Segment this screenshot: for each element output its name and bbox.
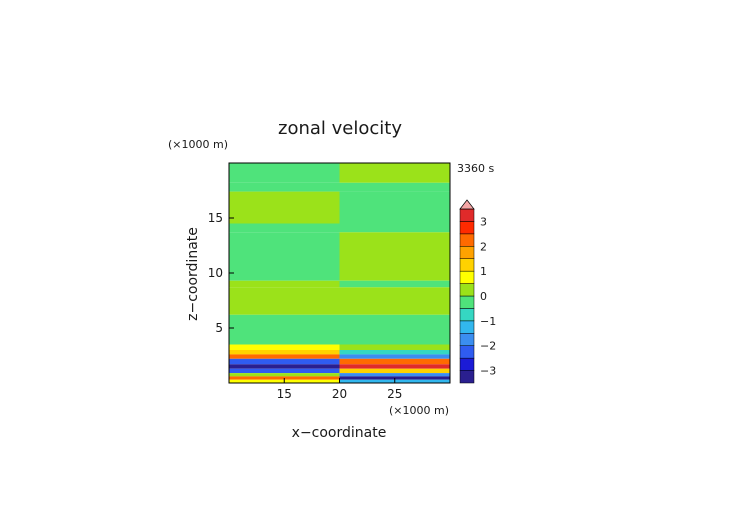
colorbar-tick-label: −1	[480, 315, 496, 328]
contour-band-left	[229, 354, 340, 359]
contour-band-right	[339, 182, 450, 192]
contour-band-right	[339, 358, 450, 365]
colorbar-tick-label: 1	[480, 265, 487, 278]
contour-band-right	[339, 350, 450, 355]
colorbar-segment	[459, 270, 475, 284]
colorbar-segment	[459, 246, 475, 259]
colorbar-tick-label: −3	[480, 365, 496, 378]
contour-band-right	[339, 364, 450, 369]
contour-band-left	[229, 373, 340, 377]
colorbar-segment	[459, 258, 475, 272]
plot-area	[229, 163, 450, 383]
colorbar-segment	[459, 295, 475, 309]
contour-band-left	[229, 344, 340, 350]
contour-band-left	[229, 314, 340, 345]
contour-band-left	[229, 364, 340, 369]
x-tick-label: 15	[277, 387, 292, 401]
colorbar-segment	[459, 221, 475, 235]
contour-band-left	[229, 287, 340, 315]
contour-band-left	[229, 223, 340, 233]
colorbar-segment	[459, 345, 475, 359]
time-label: 3360 s	[457, 162, 494, 175]
y-unit-label: (×1000 m)	[168, 138, 228, 151]
y-axis-ticks: 5 10 15	[208, 211, 234, 335]
contour-band-left	[229, 368, 340, 374]
colorbar-segment	[459, 308, 475, 322]
y-tick-label: 10	[208, 266, 223, 280]
contour-band-left	[229, 280, 340, 288]
y-tick-label: 5	[215, 321, 223, 335]
chart-title: zonal velocity	[278, 118, 402, 139]
plot-frame	[228, 162, 451, 384]
contour-band-left	[229, 191, 340, 224]
contour-band-left	[229, 182, 340, 192]
contour-band-right	[339, 354, 450, 359]
colorbar-segment	[459, 320, 475, 334]
x-tick-label: 20	[332, 387, 347, 401]
contour-band-right	[339, 344, 450, 350]
colorbar-extend-arrow	[459, 199, 475, 210]
x-axis-label: x−coordinate	[292, 425, 387, 441]
colorbar-segment	[459, 233, 475, 247]
contour-band-right	[339, 368, 450, 374]
contour-band-right	[339, 280, 450, 288]
colorbar-segment	[459, 333, 475, 346]
contour-band-left	[229, 163, 340, 183]
colorbar-segment	[459, 283, 475, 297]
contour-band-right	[339, 223, 450, 233]
contour-band-right	[339, 163, 450, 183]
contour-band-left	[229, 358, 340, 365]
colorbar-segment	[459, 357, 475, 371]
x-unit-label: (×1000 m)	[389, 404, 449, 417]
contour-band-left	[229, 350, 340, 355]
contour-band-right	[339, 373, 450, 377]
colorbar-tick-label: −2	[480, 340, 496, 353]
y-axis-label: z−coordinate	[185, 227, 201, 321]
contour-band-left	[229, 232, 340, 281]
colorbar-segment	[459, 208, 475, 222]
contour-band-right	[339, 287, 450, 315]
colorbar: −3 −2 −1 0 1 2 3	[459, 199, 496, 384]
contour-band-right	[339, 191, 450, 224]
colorbar-tick-label: 0	[480, 290, 487, 303]
colorbar-tick-label: 2	[480, 240, 487, 253]
contour-band-right	[339, 232, 450, 281]
y-tick-label: 15	[208, 211, 223, 225]
contour-band-right	[339, 314, 450, 345]
colorbar-tick-label: 3	[480, 215, 487, 228]
colorbar-segment	[459, 370, 475, 384]
x-axis-ticks: 15 20 25	[277, 378, 402, 401]
x-tick-label: 25	[387, 387, 402, 401]
